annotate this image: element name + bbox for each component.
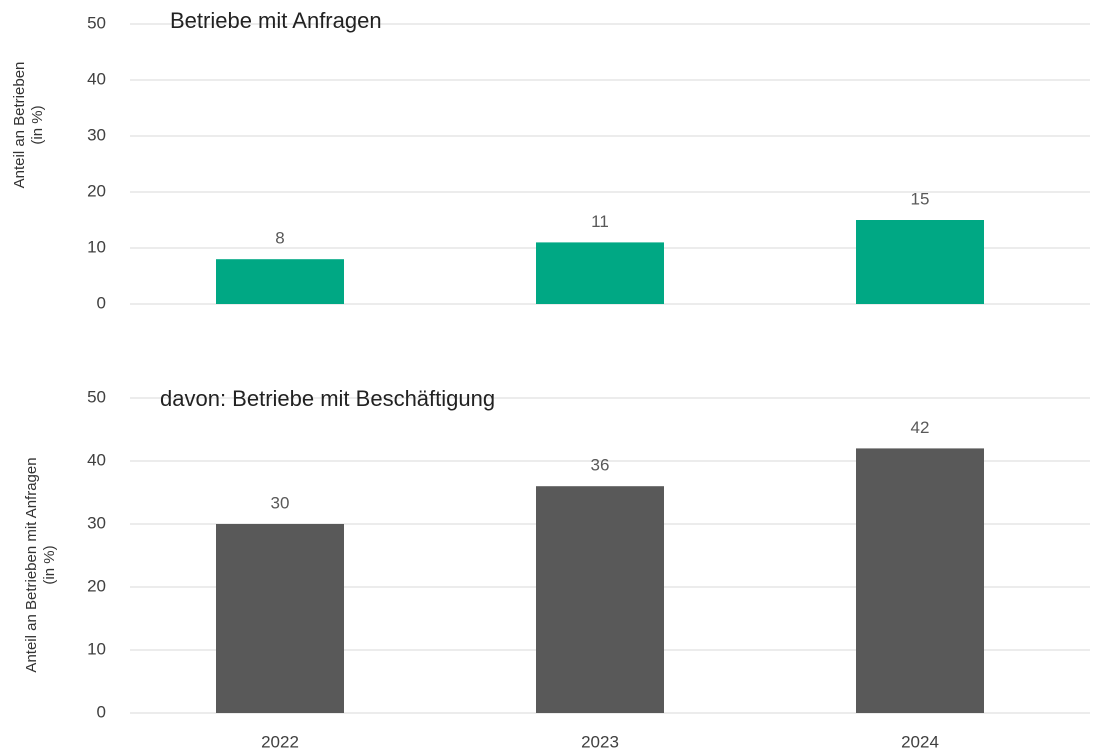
bar	[856, 448, 984, 713]
y-axis-label: Anteil an Betrieben	[11, 62, 28, 189]
bar	[216, 259, 344, 304]
y-tick-label: 0	[97, 293, 106, 312]
y-axis-label: (in %)	[29, 105, 46, 144]
y-tick-label: 30	[87, 513, 106, 532]
value-label: 15	[911, 189, 930, 208]
x-tick-label: 2024	[901, 732, 939, 751]
x-tick-label: 2022	[261, 732, 299, 751]
y-axis-label: (in %)	[41, 545, 58, 584]
value-label: 11	[591, 212, 609, 231]
value-label: 42	[911, 418, 930, 437]
y-tick-label: 40	[87, 450, 106, 469]
y-tick-label: 30	[87, 125, 106, 144]
y-tick-label: 20	[87, 181, 106, 200]
bar	[536, 486, 664, 713]
y-tick-label: 50	[87, 13, 106, 32]
bar	[536, 242, 664, 304]
value-label: 36	[591, 456, 610, 475]
y-tick-label: 10	[87, 639, 106, 658]
y-tick-label: 20	[87, 576, 106, 595]
value-label: 8	[275, 229, 284, 248]
y-tick-label: 40	[87, 69, 106, 88]
chart-title: Betriebe mit Anfragen	[170, 8, 382, 33]
y-tick-label: 10	[87, 237, 106, 256]
bar	[856, 220, 984, 304]
y-axis-label: Anteil an Betrieben mit Anfragen	[23, 457, 40, 672]
y-tick-label: 0	[97, 702, 106, 721]
chart-title: davon: Betriebe mit Beschäftigung	[160, 386, 495, 411]
value-label: 30	[271, 493, 290, 512]
y-tick-label: 50	[87, 387, 106, 406]
x-tick-label: 2023	[581, 732, 619, 751]
bar	[216, 524, 344, 713]
